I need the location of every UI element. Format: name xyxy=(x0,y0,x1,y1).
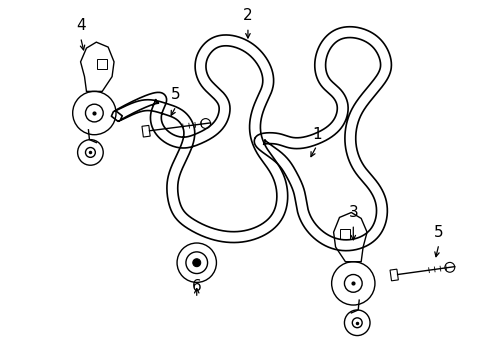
Text: 1: 1 xyxy=(311,127,321,141)
Text: 5: 5 xyxy=(171,87,181,102)
Circle shape xyxy=(192,259,200,267)
Bar xyxy=(340,229,349,239)
Text: 2: 2 xyxy=(243,8,252,23)
Bar xyxy=(97,59,107,69)
Text: 4: 4 xyxy=(76,18,85,33)
Text: 3: 3 xyxy=(348,205,357,220)
Text: 5: 5 xyxy=(433,225,443,240)
Text: 6: 6 xyxy=(191,279,201,294)
